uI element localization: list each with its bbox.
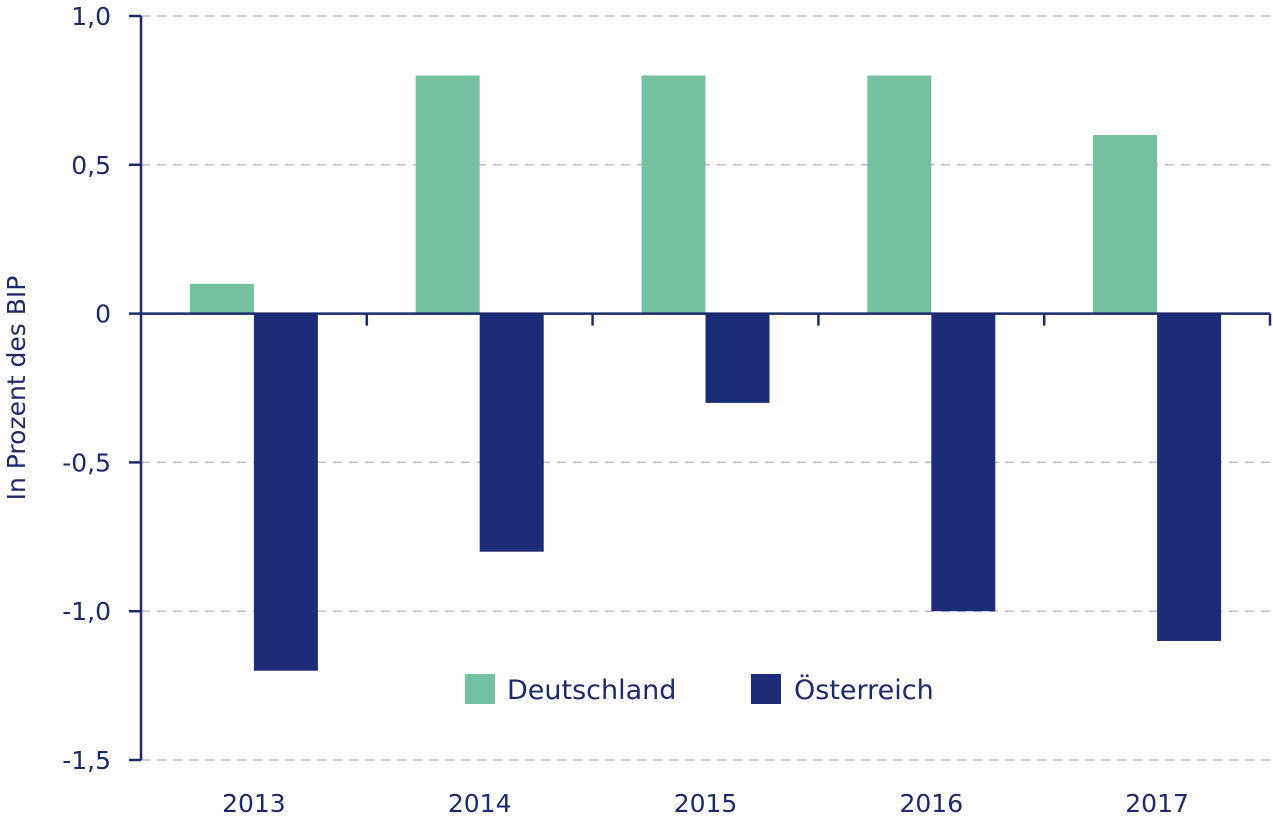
bar-oesterreich-2017	[1157, 313, 1222, 641]
y-tick-labels: 1,0 0,5 0 -0,5 -1,0 -1,5	[62, 2, 111, 775]
legend: Deutschland Österreich	[465, 674, 934, 706]
bar-deutschland-2014	[415, 75, 480, 314]
bar-deutschland-2016	[867, 75, 932, 314]
legend-label-deutschland: Deutschland	[507, 675, 676, 706]
bar-deutschland-2017	[1093, 135, 1158, 314]
y-axis-title: In Prozent des BIP	[2, 276, 31, 501]
bar-oesterreich-2014	[479, 313, 544, 552]
bar-oesterreich-2016	[931, 313, 996, 612]
legend-swatch-oesterreich	[751, 674, 781, 704]
y-tick-label: 1,0	[71, 2, 111, 31]
axes	[129, 14, 1272, 762]
legend-label-oesterreich: Österreich	[794, 674, 934, 706]
x-tick-label: 2015	[674, 789, 738, 818]
bar-deutschland-2015	[641, 75, 706, 314]
x-tick-labels: 2013 2014 2015 2016 2017	[222, 789, 1189, 818]
y-tick-label: -1,0	[62, 597, 111, 626]
y-tick-label: 0,5	[71, 151, 111, 180]
y-tick-label: -1,5	[62, 746, 111, 775]
bar-oesterreich-2013	[253, 313, 318, 671]
y-tick-label: -0,5	[62, 448, 111, 477]
y-tick-label: 0	[95, 300, 111, 329]
bars	[189, 75, 1222, 671]
x-tick-label: 2013	[222, 789, 286, 818]
x-tick-label: 2014	[448, 789, 512, 818]
bar-oesterreich-2015	[705, 313, 770, 403]
bar-deutschland-2013	[189, 283, 254, 314]
x-tick-label: 2017	[1125, 789, 1189, 818]
legend-swatch-deutschland	[465, 674, 495, 704]
x-tick-label: 2016	[899, 789, 963, 818]
